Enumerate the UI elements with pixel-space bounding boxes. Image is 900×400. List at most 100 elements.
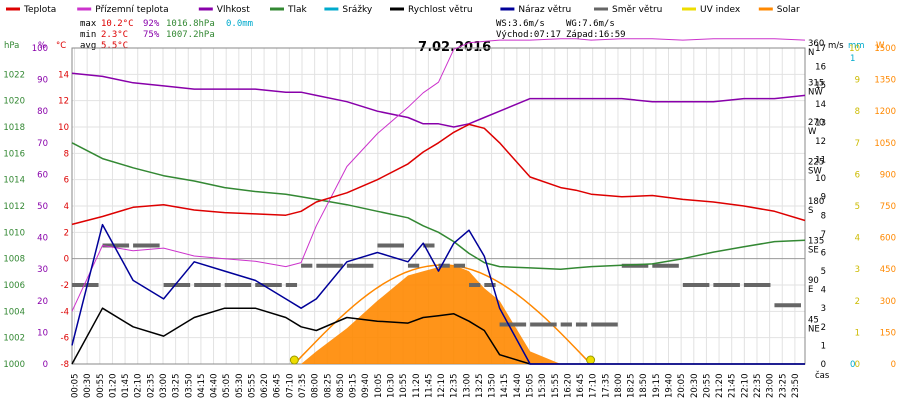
x-tick-14: 05:55: [247, 374, 257, 399]
x-tick-45: 18:50: [639, 374, 649, 399]
tick-ms-7: 7: [821, 230, 826, 240]
tick-w-5: 750: [880, 202, 896, 212]
tick-degc-5: 2: [64, 228, 69, 238]
x-tick-51: 21:20: [715, 374, 725, 399]
tick-w-2: 300: [880, 297, 896, 307]
tick-hpa-4: 1008: [3, 255, 25, 265]
tick-uv-5: 5: [855, 202, 860, 212]
tick-uv-6: 6: [855, 170, 860, 180]
legend: Teplota Přízemní teplota Vlhkost Tlak Srážky…: [6, 5, 800, 15]
tick-mm-1: 1: [850, 54, 855, 64]
x-tick-2: 00:55: [96, 374, 106, 399]
tick-pct-4: 40: [37, 234, 48, 244]
tick-dir-deg-0: 45: [808, 316, 819, 326]
tick-pct-8: 80: [37, 107, 48, 117]
tick-w-4: 600: [880, 234, 896, 244]
series-line-tlak: [71, 142, 806, 270]
tick-ms-14: 14: [815, 100, 826, 110]
tick-ms-5: 5: [821, 267, 826, 277]
tick-uv-7: 7: [855, 139, 860, 149]
x-tick-30: 12:35: [450, 374, 460, 399]
x-tick-20: 08:25: [323, 374, 333, 399]
tick-hpa-0: 1000: [3, 360, 25, 370]
solar-area-path: [72, 265, 805, 364]
tick-uv-8: 8: [855, 107, 860, 117]
x-tick-52: 21:45: [728, 374, 738, 399]
sunrise-marker: [289, 355, 299, 365]
tick-degc-0: -8: [61, 360, 69, 370]
tick-dir-deg-1: 90: [808, 276, 819, 286]
stat-min-temp: 2.3°C: [101, 30, 128, 40]
sunrise-time: Východ:07:17: [496, 30, 561, 40]
stat-max-temp: 10.2°C: [101, 19, 134, 29]
tick-pct-7: 70: [37, 139, 48, 149]
tick-ms-8: 8: [821, 211, 826, 221]
x-tick-26: 10:55: [399, 374, 409, 399]
tick-pct-3: 30: [37, 265, 48, 275]
x-tick-7: 03:00: [159, 374, 169, 399]
tick-hpa-6: 1012: [3, 202, 25, 212]
legend-label-5: Rychlost větru: [408, 5, 473, 15]
x-tick-36: 15:05: [525, 374, 535, 399]
tick-hpa-5: 1010: [3, 228, 25, 238]
tick-dir-lbl-6: NW: [808, 88, 823, 98]
x-tick-33: 13:50: [488, 373, 498, 398]
tick-pct-9: 90: [37, 76, 48, 86]
x-tick-18: 07:35: [298, 374, 308, 399]
wind-info: WS:3.6m/s WG:7.6m/s Východ:07:17 Západ:1…: [496, 19, 626, 40]
axes: 1000100210041006100810101012101410161018…: [3, 39, 896, 370]
x-tick-43: 18:00: [614, 374, 624, 399]
legend-label-9: Solar: [777, 5, 800, 15]
tick-pct-5: 50: [37, 202, 48, 212]
tick-degc-4: 0: [64, 255, 69, 265]
x-tick-6: 02:35: [146, 374, 156, 399]
tick-hpa-11: 1022: [3, 70, 25, 80]
tick-hpa-3: 1006: [3, 281, 25, 291]
x-tick-21: 08:50: [336, 374, 346, 399]
tick-uv-0: 0: [855, 360, 860, 370]
tick-degc-9: 10: [58, 123, 69, 133]
tick-uv-4: 4: [855, 234, 860, 244]
tick-w-6: 900: [880, 170, 896, 180]
wind-gust-max: WG:7.6m/s: [566, 19, 615, 29]
legend-label-0: Teplota: [23, 5, 56, 15]
tick-ms-6: 6: [821, 248, 826, 258]
tick-degc-3: -2: [61, 281, 69, 291]
stat-min-press: 1007.2hPa: [166, 30, 215, 40]
tick-ms-1: 1: [821, 341, 826, 351]
tick-uv-3: 3: [855, 265, 860, 275]
tick-dir-lbl-7: N: [808, 48, 814, 58]
x-tick-50: 20:55: [702, 374, 712, 399]
x-tick-29: 12:10: [437, 374, 447, 399]
legend-label-3: Tlak: [287, 5, 308, 15]
x-tick-10: 04:15: [197, 374, 207, 399]
tick-pct-1: 10: [37, 328, 48, 338]
tick-pct-0: 0: [43, 360, 48, 370]
tick-ms-17: 17: [815, 44, 826, 54]
tick-hpa-9: 1018: [3, 123, 25, 133]
x-tick-48: 20:05: [677, 374, 687, 399]
tick-uv-2: 2: [855, 297, 860, 307]
x-tick-11: 04:40: [210, 374, 220, 399]
tick-hpa-8: 1016: [3, 149, 25, 159]
tick-degc-1: -6: [61, 334, 69, 344]
legend-label-1: Přízemní teplota: [95, 5, 168, 15]
tick-w-10: 1500: [874, 44, 896, 54]
x-tick-47: 19:40: [665, 374, 675, 399]
tick-ms-10: 10: [815, 174, 826, 184]
x-tick-34: 14:15: [500, 373, 510, 398]
x-tick-28: 11:45: [424, 374, 434, 399]
tick-uv-10: 10: [849, 44, 860, 54]
x-tick-38: 15:55: [551, 374, 561, 399]
stat-avg-label: avg: [80, 41, 96, 51]
x-tick-19: 08:00: [311, 374, 321, 399]
tick-dir-lbl-5: W: [808, 127, 817, 137]
tick-dir-lbl-2: SE: [808, 246, 819, 256]
tick-degc-10: 12: [58, 97, 69, 107]
unit-ms: m/s: [828, 41, 844, 51]
x-tick-40: 16:45: [576, 374, 586, 399]
tick-pct-2: 20: [37, 297, 48, 307]
unit-degc: °C: [56, 41, 66, 51]
x-tick-13: 05:30: [235, 374, 245, 399]
tick-ms-4: 4: [821, 286, 826, 296]
